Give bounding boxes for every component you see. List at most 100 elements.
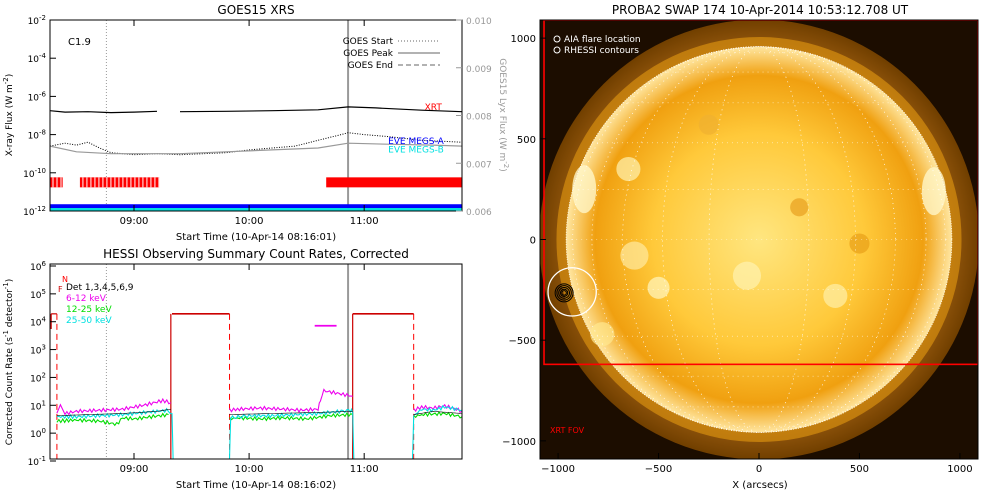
hessi-series-3-seg-1	[229, 411, 353, 415]
hessi-ytick-label-1-exp: 5	[42, 288, 46, 296]
swap-disk-feature-0	[616, 156, 641, 182]
goes-legend-label-2: GOES End	[348, 61, 393, 71]
swap-disk-feature-5	[590, 322, 615, 347]
goes-legend: GOES Start GOES Peak GOES End	[343, 37, 440, 71]
swap-grid-lon	[622, 46, 896, 433]
hessi-y-axis-label-mid: detector	[5, 289, 15, 330]
swap-rhessi-contour-3	[560, 288, 569, 297]
goes-series-0-seg-0	[50, 110, 158, 114]
swap-legend-symbol-0	[553, 35, 561, 43]
swap-xtick-label-2: 0	[756, 464, 762, 475]
goes-series-2-seg-0	[50, 142, 462, 155]
swap-x-axis-label: X (arcsecs)	[732, 480, 788, 491]
goes-series-0-seg-1	[179, 106, 462, 113]
goes-y2-axis-label-exp: -2	[502, 161, 510, 168]
swap-xrt-fov-label: XRT FOV	[550, 426, 585, 435]
swap-disk-feature-6	[790, 198, 809, 217]
goes-ytick-label-2-exp: -6	[39, 90, 47, 98]
hessi-ytick-label-1: 105	[30, 288, 46, 301]
hessi-ytick-label-4-exp: 2	[42, 371, 46, 379]
swap-ytick-label-3: −500	[509, 336, 536, 347]
goes-xrs-panel: GOES15 XRS 09:00 10:00 11:0010-210-410-610…	[2, 3, 510, 243]
goes-xtick-label-1: 10:00	[235, 216, 264, 227]
swap-ytick-label-0: 1000	[511, 34, 536, 45]
goes-ytick-label-5: 10-12	[23, 205, 46, 218]
hessi-ytick-label-0: 106	[30, 260, 46, 273]
goes-ytick-label-3-exp: -8	[39, 129, 46, 137]
goes-legend-label-1: GOES Peak	[343, 49, 393, 59]
goes-ytick-label-5-base: 10	[23, 208, 35, 218]
hessi-ytick-label-3-base: 10	[30, 347, 42, 357]
hessi-xtick-label-1: 10:00	[235, 464, 264, 475]
goes-ytick-label-3-base: 10	[28, 132, 40, 142]
swap-rhessi-contour-4	[561, 290, 567, 296]
goes-ytick-label-0-base: 10	[28, 17, 40, 27]
hessi-frame	[49, 263, 463, 460]
goes-coverage-0-2	[326, 177, 462, 188]
hessi-ytick-label-0-exp: 6	[42, 260, 47, 268]
hessi-y-axis-label-base: Corrected Count Rate (s	[5, 337, 15, 446]
hessi-xtick-label-0: 09:00	[120, 464, 149, 475]
goes-ytick-label-4: 10-10	[23, 167, 46, 180]
swap-ytick-label-2: 0	[530, 236, 536, 247]
goes-ytick-label-2-base: 10	[28, 93, 40, 103]
swap-disk-feature-3	[732, 261, 762, 290]
goes-y2tick-label-4: 0.006	[466, 208, 492, 218]
goes-y2tick-label-2: 0.008	[466, 113, 492, 123]
swap-disk-feature-1	[620, 241, 649, 270]
swap-ytick-label-4: −1000	[502, 437, 536, 448]
swap-grid-lon	[591, 46, 927, 433]
goes-coverage-0-0	[50, 177, 63, 188]
hessi-series-1-seg-0	[56, 412, 169, 427]
swap-ytick-label-1: 500	[517, 135, 536, 146]
swap-xtick-label-1: −500	[645, 464, 672, 475]
swap-legend-label-1: RHESSI contours	[564, 46, 639, 56]
goes-coverage-1-0	[50, 204, 462, 209]
swap-xtick-label-3: 500	[850, 464, 869, 475]
goes-x-axis-label: Start Time (10-Apr-14 08:16:01)	[176, 232, 336, 243]
goes-ytick-label-1-base: 10	[28, 55, 40, 65]
goes-y2-axis-label-close: )	[497, 168, 507, 172]
hessi-ytick-label-4: 102	[30, 371, 46, 384]
goes-y2tick-label-1: 0.009	[466, 65, 492, 75]
hessi-ytick-label-2: 104	[30, 316, 46, 329]
hessi-panel: HESSI Observing Summary Count Rates, Cor…	[2, 247, 463, 491]
swap-disk-feature-2	[647, 276, 670, 299]
goes-y-axis-label: X-ray Flux (W m-2)	[2, 74, 15, 156]
goes-series-1-seg-0	[50, 132, 462, 156]
hessi-ytick-label-3-exp: 3	[42, 344, 46, 352]
hessi-xtick-label-2: 11:00	[350, 464, 379, 475]
goes-coverage-0-1	[79, 177, 160, 188]
swap-disk-feature-7	[849, 233, 870, 254]
swap-limb-bright-left	[572, 165, 597, 214]
swap-xrt-fov-box	[543, 20, 978, 366]
hessi-ytick-label-5-exp: 1	[42, 399, 46, 407]
goes-legend-label-0: GOES Start	[343, 37, 394, 47]
goes-ytick-label-4-base: 10	[23, 170, 35, 180]
hessi-ytick-label-2-base: 10	[30, 319, 42, 329]
hessi-y-axis-label-close: )	[5, 279, 15, 283]
swap-grid-lon	[572, 46, 946, 433]
hessi-y-axis-label-exp2: -1	[2, 282, 10, 289]
goes-xtick-label-0: 09:00	[120, 216, 149, 227]
goes-ytick-label-1: 10-4	[28, 52, 47, 65]
goes-title: GOES15 XRS	[217, 3, 294, 17]
swap-legend-symbol-1	[553, 46, 561, 54]
goes-ytick-label-1-exp: -4	[39, 52, 47, 60]
hessi-flag-label-n: N	[62, 275, 68, 284]
hessi-ytick-label-7: 10-1	[28, 455, 46, 468]
goes-plot-area	[50, 20, 462, 211]
hessi-ytick-label-7-base: 10	[28, 458, 40, 468]
goes-y-axis-label-exp: -2	[2, 77, 10, 84]
hessi-legend-label-0: Det 1,3,4,5,6,9	[66, 283, 134, 293]
hessi-plot-area	[50, 264, 462, 459]
swap-rhessi-contour-1	[556, 285, 572, 301]
hessi-ytick-label-3: 103	[30, 344, 46, 357]
hessi-series-1-seg-2	[413, 410, 462, 419]
goes-y2-axis-label: GOES15 Lyx Flux (W m-2)	[497, 58, 510, 172]
swap-grid-lon	[708, 46, 810, 433]
goes-ytick-label-5-exp: -12	[35, 205, 46, 213]
hessi-ytick-label-5: 101	[30, 399, 46, 412]
